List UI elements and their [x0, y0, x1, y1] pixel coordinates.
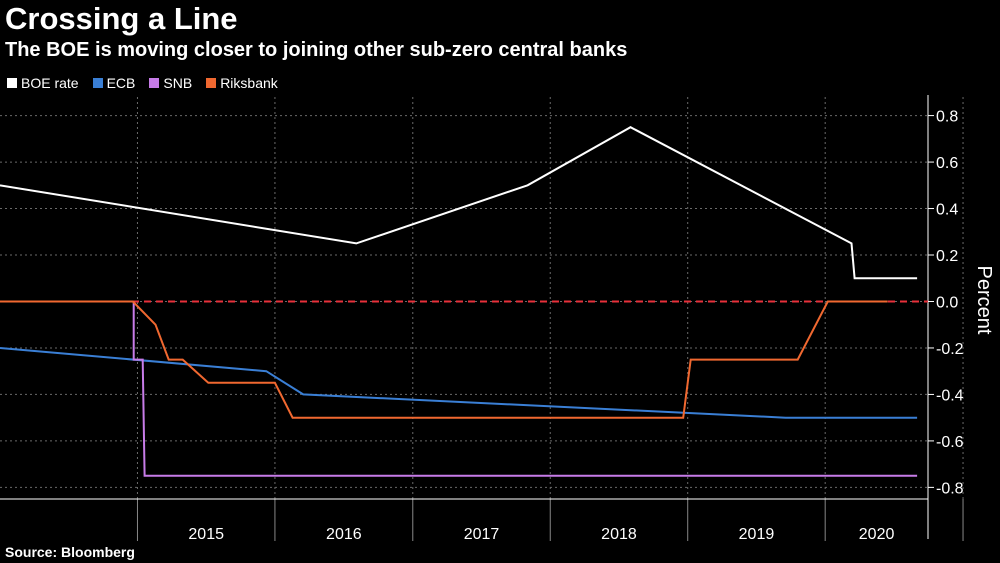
grid-lines: [0, 97, 964, 499]
y-tick-label-2: 0.4: [936, 202, 958, 219]
y-tick-label-1: 0.6: [936, 155, 958, 172]
legend-swatch-boe: [7, 78, 17, 88]
source-note: Source: Bloomberg: [5, 544, 135, 560]
x-tick-label-2020: 2020: [859, 526, 895, 543]
legend-swatch-snb: [149, 78, 160, 88]
y-tick-label-7: -0.6: [936, 434, 964, 451]
x-tick-label-2015: 2015: [188, 526, 224, 543]
legend-swatch-ecb: [92, 78, 103, 88]
x-tick-label-2019: 2019: [739, 526, 775, 543]
legend-item-riksbank: Riksbank: [206, 75, 278, 91]
x-axis: 2015 2016 2017 2018 2019 2020: [0, 498, 964, 543]
x-tick-label-2016: 2016: [326, 526, 362, 543]
y-tick-label-6: -0.4: [936, 387, 964, 404]
series-line-boe-rate: [0, 126, 918, 280]
series-line-riksbank: [0, 300, 888, 419]
y-tick-label-0: 0.8: [936, 109, 958, 126]
legend-item-ecb: ECB: [92, 75, 136, 91]
legend: BOE rate ECB SNB Riksbank: [7, 75, 278, 91]
x-tick-label-2017: 2017: [464, 526, 500, 543]
legend-item-snb: SNB: [149, 75, 192, 91]
y-axis: 0.8 0.6 0.4 0.2 0.0 -0.2 -0.4 -0.6 -0.8: [927, 95, 964, 539]
legend-label-boe: BOE rate: [21, 75, 79, 91]
chart-title: Crossing a Line: [5, 1, 238, 36]
legend-label-riksbank: Riksbank: [220, 75, 278, 91]
y-tick-label-8: -0.8: [936, 480, 964, 497]
chart-subtitle: The BOE is moving closer to joining othe…: [5, 39, 628, 61]
series-lines: [0, 126, 918, 477]
legend-label-ecb: ECB: [106, 75, 136, 91]
legend-swatch-riksbank: [206, 78, 217, 88]
y-tick-label-3: 0.2: [936, 248, 958, 265]
x-tick-label-2018: 2018: [601, 526, 637, 543]
series-line-ecb: [0, 347, 918, 419]
y-tick-label-4: 0.0: [936, 294, 958, 311]
y-tick-label-5: -0.2: [936, 341, 964, 358]
series-line-snb: [132, 301, 918, 477]
y-axis-title: Percent: [973, 266, 995, 335]
legend-label-snb: SNB: [163, 75, 193, 91]
legend-item-boe: BOE rate: [7, 75, 79, 91]
